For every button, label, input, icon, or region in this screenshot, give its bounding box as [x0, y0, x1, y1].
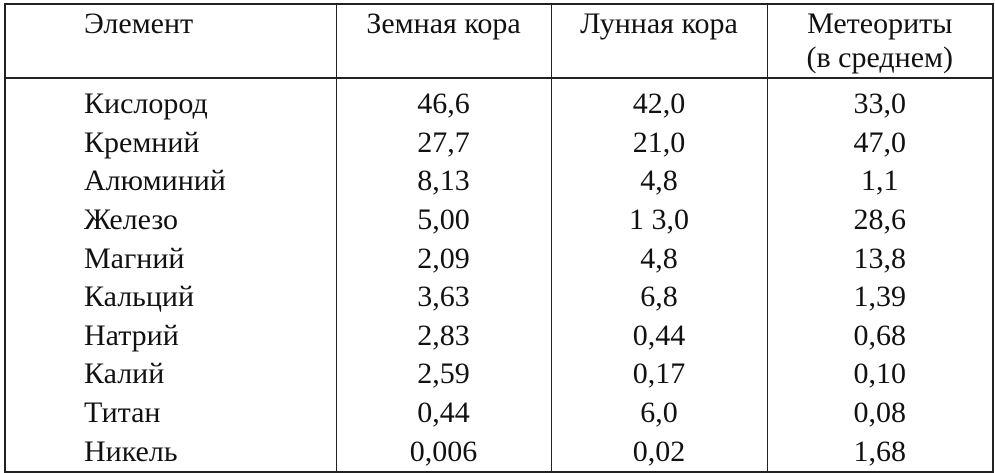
- cell-element: Алюминий: [4, 162, 336, 201]
- table-header: Элемент Земная кора Лунная кора Метеорит…: [4, 3, 994, 79]
- cell-earth: 0,006: [335, 432, 551, 473]
- cell-moon: 42,0: [550, 78, 767, 124]
- cell-meteorites: 0,08: [766, 393, 994, 433]
- cell-moon: 0,44: [550, 316, 767, 356]
- table-row: Калий 2,59 0,17 0,10: [4, 355, 994, 394]
- cell-element: Никель: [4, 432, 336, 473]
- cell-moon: 21,0: [550, 123, 767, 163]
- table-row: Магний 2,09 4,8 13,8: [4, 239, 994, 278]
- cell-element: Кремний: [4, 123, 336, 163]
- table-row: Алюминий 8,13 4,8 1,1: [4, 162, 994, 201]
- header-row: Элемент Земная кора Лунная кора Метеорит…: [4, 3, 994, 79]
- table-row: Кислород 46,6 42,0 33,0: [4, 78, 994, 124]
- cell-earth: 8,13: [335, 162, 551, 201]
- cell-moon: 0,17: [550, 355, 767, 394]
- composition-table: Элемент Земная кора Лунная кора Метеорит…: [4, 3, 994, 473]
- cell-earth: 2,83: [335, 316, 551, 356]
- cell-element: Калий: [4, 355, 336, 394]
- table-row: Железо 5,00 1 3,0 28,6: [4, 200, 994, 240]
- cell-earth: 46,6: [335, 78, 551, 124]
- table-row: Кальций 3,63 6,8 1,39: [4, 277, 994, 317]
- cell-meteorites: 0,68: [766, 316, 994, 356]
- cell-meteorites: 28,6: [766, 200, 994, 240]
- cell-element: Кальций: [4, 277, 336, 317]
- table-body: Кислород 46,6 42,0 33,0 Кремний 27,7 21,…: [4, 78, 994, 473]
- cell-element: Титан: [4, 393, 336, 433]
- cell-meteorites: 1,68: [766, 432, 994, 473]
- cell-meteorites: 1,39: [766, 277, 994, 317]
- cell-element: Натрий: [4, 316, 336, 356]
- cell-earth: 5,00: [335, 200, 551, 240]
- cell-element: Магний: [4, 239, 336, 278]
- cell-meteorites: 0,10: [766, 355, 994, 394]
- header-element: Элемент: [4, 3, 336, 79]
- cell-moon: 4,8: [550, 162, 767, 201]
- table-row: Никель 0,006 0,02 1,68: [4, 432, 994, 473]
- cell-moon: 6,8: [550, 277, 767, 317]
- cell-meteorites: 13,8: [766, 239, 994, 278]
- cell-earth: 3,63: [335, 277, 551, 317]
- cell-meteorites: 33,0: [766, 78, 994, 124]
- table-row: Кремний 27,7 21,0 47,0: [4, 123, 994, 163]
- cell-moon: 1 3,0: [550, 200, 767, 240]
- cell-element: Кислород: [4, 78, 336, 124]
- header-moon-crust: Лунная кора: [550, 3, 767, 79]
- table-row: Натрий 2,83 0,44 0,68: [4, 316, 994, 356]
- cell-element: Железо: [4, 200, 336, 240]
- cell-earth: 2,59: [335, 355, 551, 394]
- header-meteorites-line1: Метеориты: [807, 7, 953, 40]
- cell-earth: 2,09: [335, 239, 551, 278]
- header-earth-crust: Земная кора: [335, 3, 551, 79]
- cell-meteorites: 1,1: [766, 162, 994, 201]
- header-meteorites: Метеориты (в среднем): [766, 3, 994, 79]
- cell-earth: 27,7: [335, 123, 551, 163]
- cell-moon: 4,8: [550, 239, 767, 278]
- cell-meteorites: 47,0: [766, 123, 994, 163]
- cell-moon: 6,0: [550, 393, 767, 433]
- cell-earth: 0,44: [335, 393, 551, 433]
- table-row: Титан 0,44 6,0 0,08: [4, 393, 994, 433]
- cell-moon: 0,02: [550, 432, 767, 473]
- header-meteorites-line2: (в среднем): [806, 41, 954, 74]
